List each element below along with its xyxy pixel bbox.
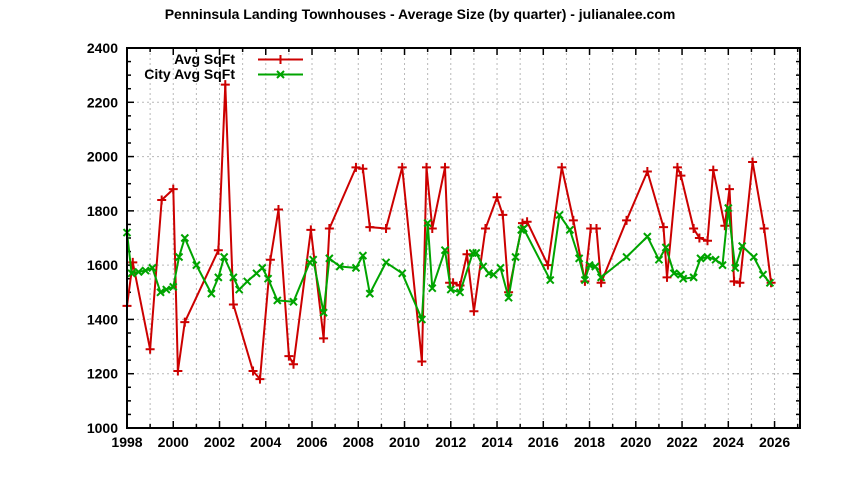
legend-marker-plus xyxy=(276,55,285,64)
plot-render-layer: 1998 2000 2002 2004 2006 2008 2010 2012 2014 2016… xyxy=(87,40,800,450)
y-tick-label-1600: 1600 xyxy=(87,257,118,273)
x-tick-label-2012: 2012 xyxy=(435,434,466,450)
y-tick-label-2200: 2200 xyxy=(87,94,118,110)
x-tick-label-2010: 2010 xyxy=(389,434,420,450)
x-tick-label-2020: 2020 xyxy=(620,434,651,450)
y-tick-label-2400: 2400 xyxy=(87,40,118,56)
plot-border xyxy=(126,47,801,429)
y-tick-label-1200: 1200 xyxy=(87,366,118,382)
x-tick-label-2006: 2006 xyxy=(296,434,327,450)
x-tick-label-2016: 2016 xyxy=(528,434,559,450)
legend-markers xyxy=(276,55,285,79)
y-tick-label-2000: 2000 xyxy=(87,149,118,165)
legend-label-avg-sqft: Avg SqFt xyxy=(174,51,235,67)
x-tick-label-1998: 1998 xyxy=(111,434,142,450)
legend: Avg SqFt City Avg SqFt xyxy=(144,51,303,82)
x-tick-label-2022: 2022 xyxy=(666,434,697,450)
legend-label-city-avg-sqft: City Avg SqFt xyxy=(144,66,235,82)
chart-title: Penninsula Landing Townhouses - Average … xyxy=(165,6,676,22)
series-line-avg-sqft xyxy=(126,83,773,381)
y-tick-label-1400: 1400 xyxy=(87,311,118,327)
series-markers-avg-sqft xyxy=(122,80,776,384)
x-tick-label-2024: 2024 xyxy=(713,434,744,450)
x-tick-label-2014: 2014 xyxy=(481,434,512,450)
y-tick-label-1800: 1800 xyxy=(87,203,118,219)
x-tick-label-2026: 2026 xyxy=(759,434,790,450)
x-tick-label-2000: 2000 xyxy=(158,434,189,450)
legend-marker-cross xyxy=(276,70,285,79)
y-tick-label-1000: 1000 xyxy=(87,420,118,436)
x-tick-label-2008: 2008 xyxy=(343,434,374,450)
x-tick-label-2004: 2004 xyxy=(250,434,281,450)
x-tick-label-2002: 2002 xyxy=(204,434,235,450)
x-tick-label-2018: 2018 xyxy=(574,434,605,450)
